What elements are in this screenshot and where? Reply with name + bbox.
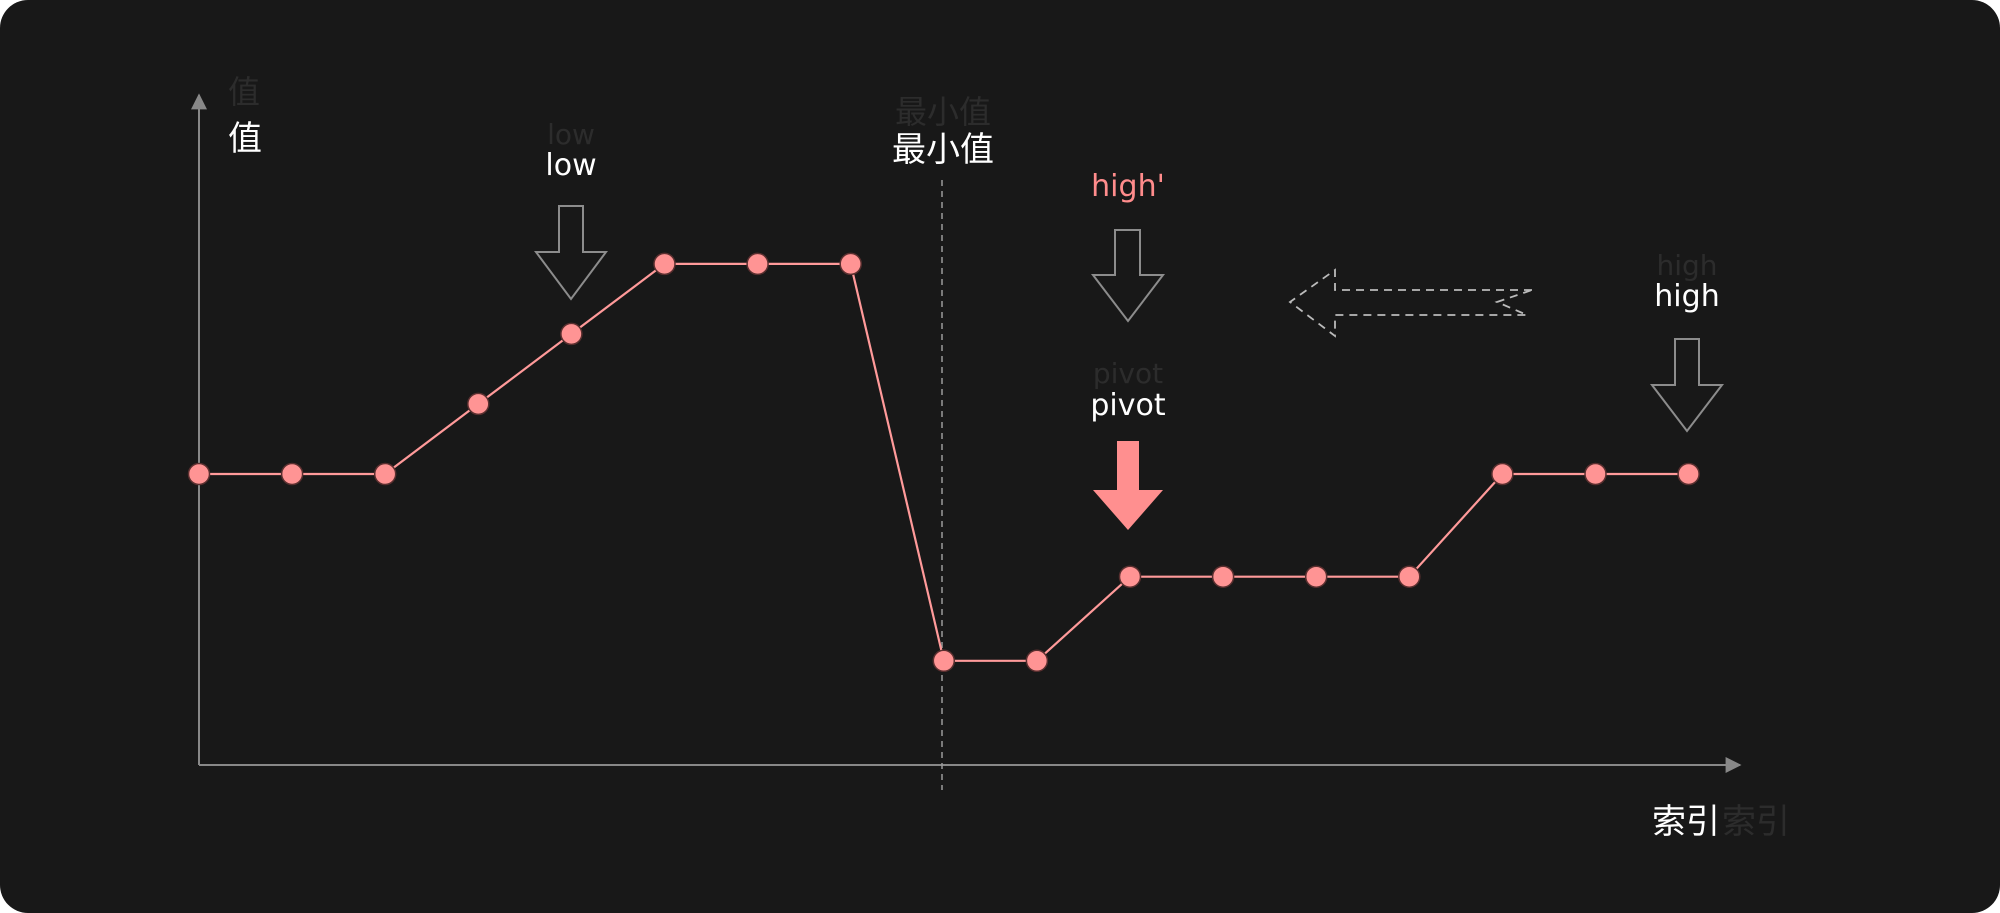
- move-left-dashed-arrow-icon: [1288, 268, 1533, 338]
- data-point: [467, 392, 490, 416]
- pivot-arrow-icon: [1093, 441, 1163, 530]
- min-label: 最小值: [892, 130, 994, 170]
- data-point: [1584, 462, 1607, 486]
- low-label-shadow: low: [547, 118, 595, 151]
- data-point: [1491, 462, 1514, 486]
- data-point: [1304, 565, 1328, 588]
- high-label: high: [1654, 279, 1719, 314]
- y-axis-label: 值: [228, 119, 262, 159]
- data-point: [187, 462, 211, 486]
- data-point: [373, 462, 397, 486]
- data-point: [280, 462, 304, 486]
- min-label-shadow: 最小值: [895, 93, 991, 131]
- data-point: [932, 649, 956, 673]
- high-arrow-icon: [1649, 338, 1725, 433]
- x-axis-label: 索引: [1652, 802, 1720, 842]
- x-axis-label-shadow: 索引: [1722, 802, 1790, 842]
- high-label-shadow: high: [1656, 249, 1717, 282]
- data-point: [746, 252, 769, 276]
- low-arrow-icon: [534, 205, 608, 301]
- high-prime-arrow-icon: [1090, 229, 1166, 323]
- data-point: [1211, 565, 1235, 588]
- high-prime-label: high': [1091, 169, 1165, 204]
- data-point: [653, 252, 676, 276]
- data-point: [1398, 565, 1421, 588]
- series-points: [187, 252, 1700, 673]
- data-point: [1025, 649, 1049, 673]
- low-label: low: [545, 148, 596, 183]
- pivot-label-shadow: pivot: [1093, 357, 1163, 390]
- data-point: [1118, 565, 1142, 588]
- data-point: [560, 322, 583, 346]
- series-line: [199, 262, 1689, 662]
- data-point: [839, 252, 862, 276]
- y-axis-label-shadow: 值: [228, 73, 260, 111]
- data-point: [1677, 462, 1700, 486]
- pivot-label: pivot: [1090, 388, 1165, 423]
